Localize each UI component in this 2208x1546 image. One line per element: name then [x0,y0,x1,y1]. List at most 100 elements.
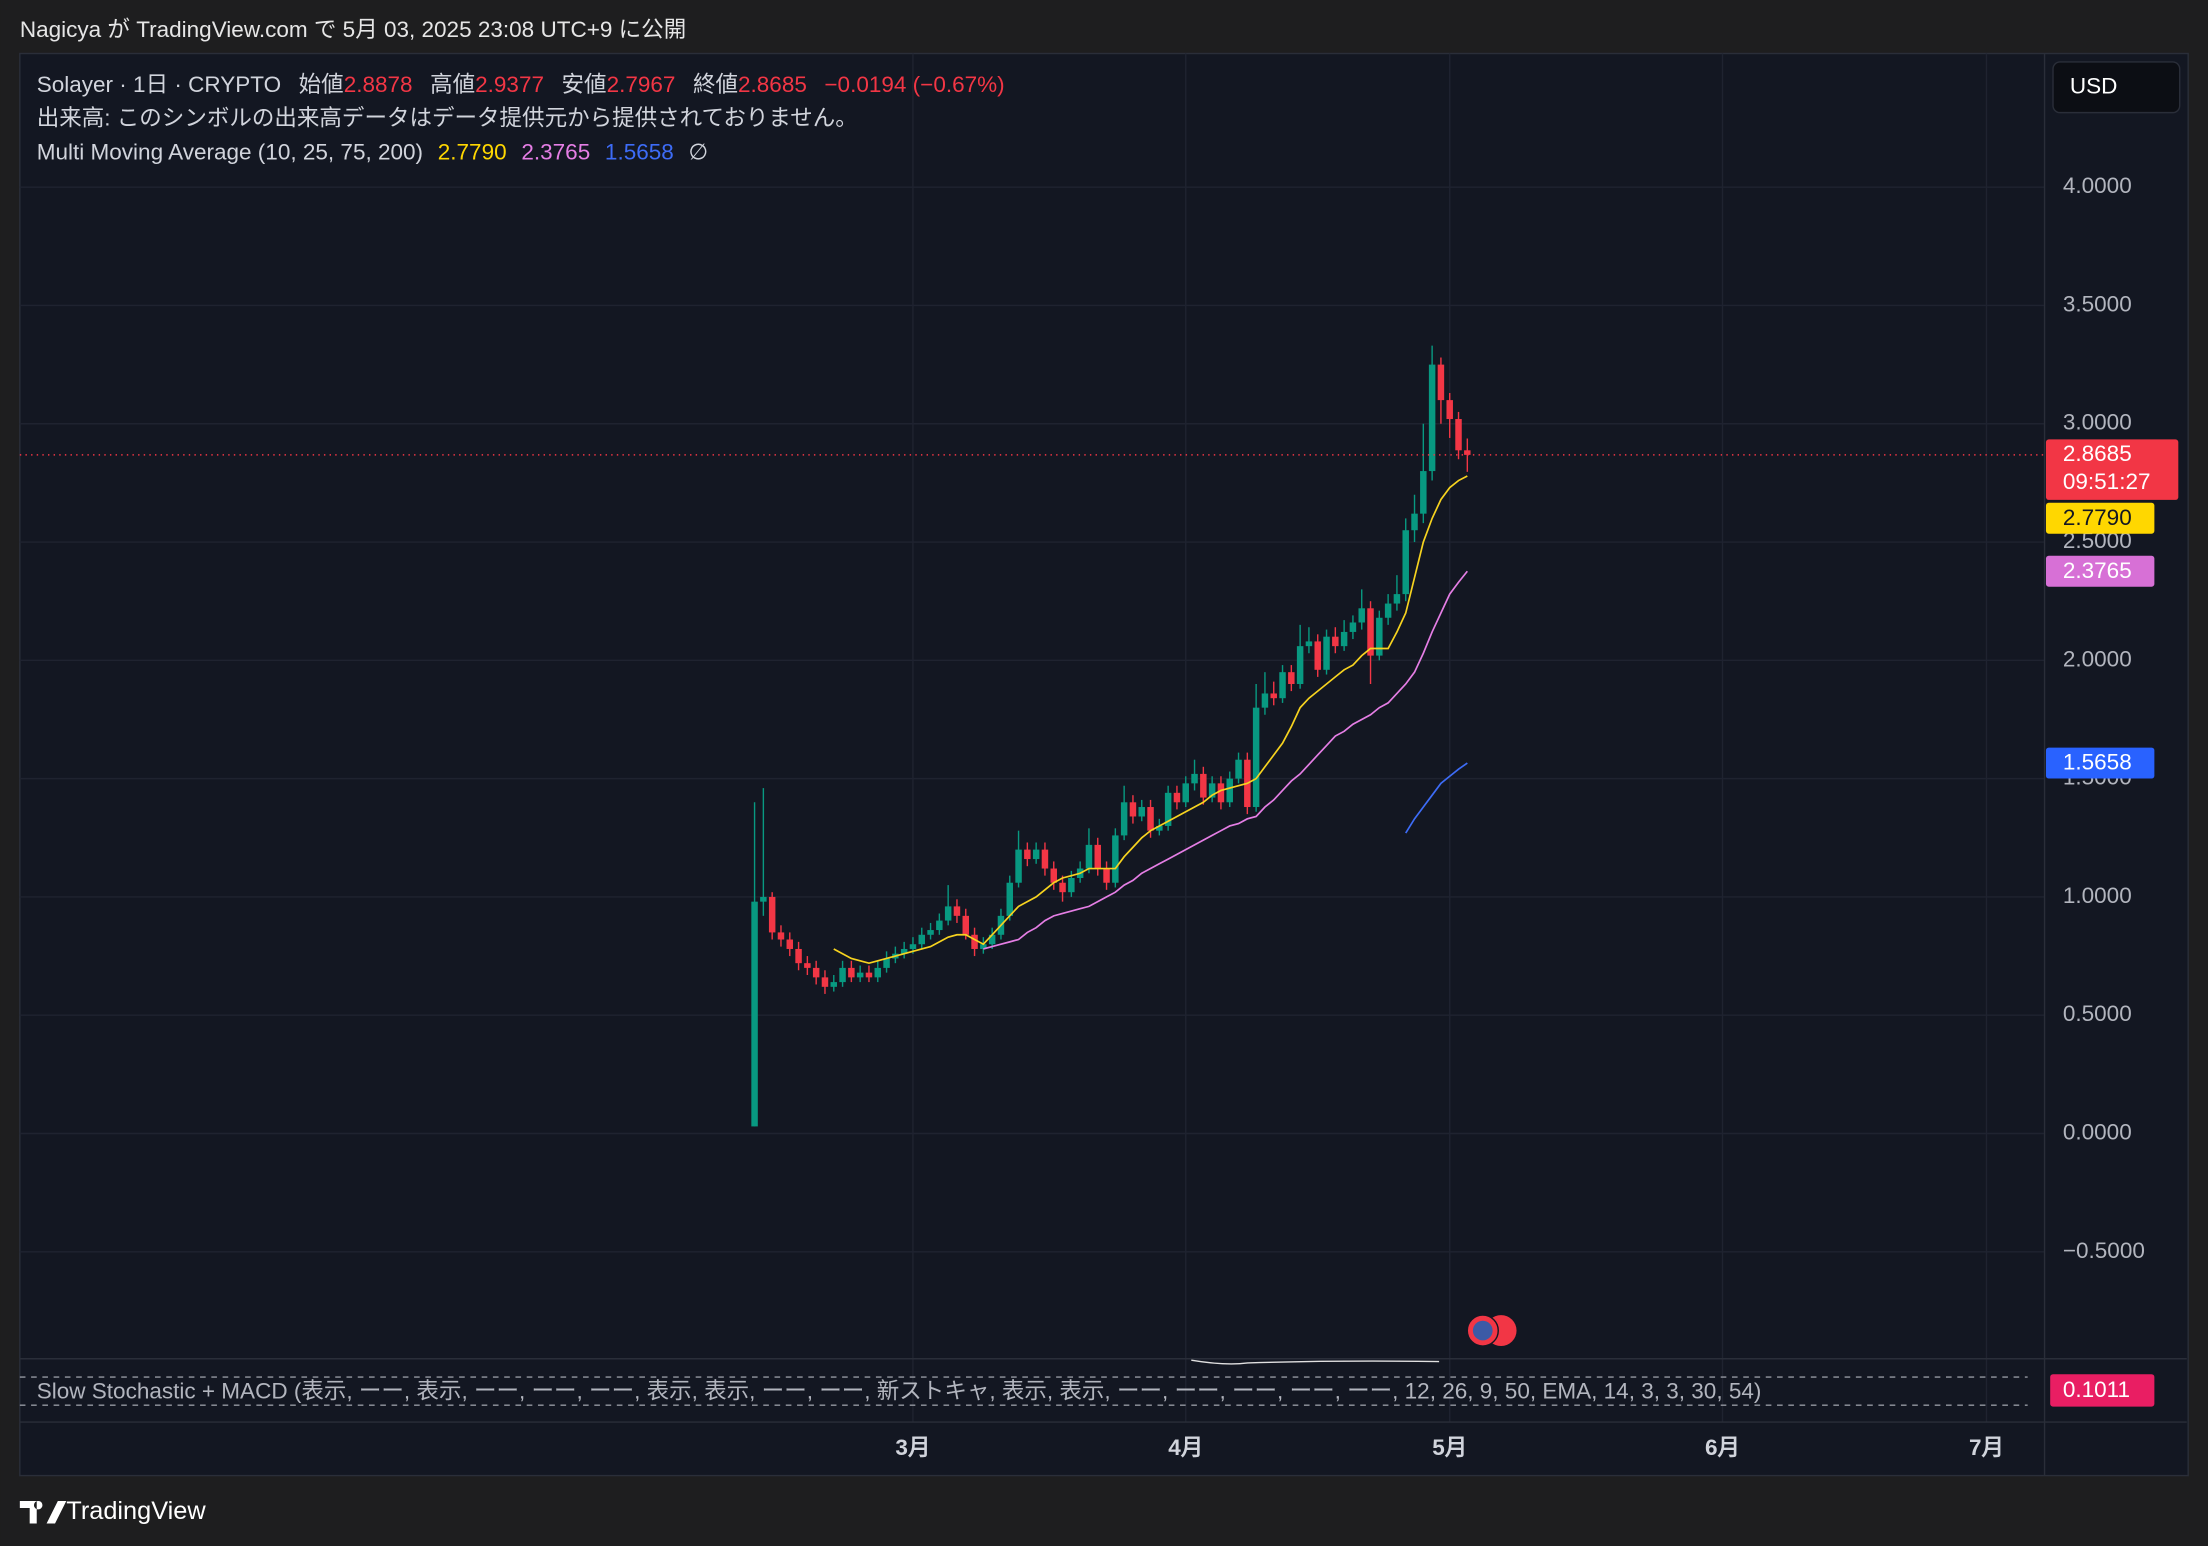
candle-body [1288,672,1295,684]
candle-body [1270,693,1277,699]
y-tick-label: 0.5000 [2063,1001,2132,1026]
candle-body [1226,778,1233,803]
candle-body [1112,835,1119,883]
candle-body [1437,364,1445,401]
candle-body [1129,802,1137,817]
candle-body [1340,631,1348,647]
change-value: −0.0194 (−0.67%) [824,72,1004,97]
footer-brand: TradingView [66,1497,206,1525]
high-label: 高値 [430,72,475,97]
ma-price-tag [2045,502,2155,534]
candle-body [795,948,802,964]
candle-body [821,977,829,987]
candle-body [760,896,767,902]
ma-value: 2.7790 [438,139,507,164]
ma-title: Multi Moving Average (10, 25, 75, 200) [37,139,423,164]
candle-body [1358,608,1365,623]
candle-body [1068,877,1075,893]
candle-body [786,939,794,949]
candle-body [1182,783,1189,803]
candle-body [1006,882,1013,916]
candle-body [1191,773,1198,784]
candle-body [1367,608,1374,656]
close-value: 2.8685 [738,72,807,97]
candle-body [1041,849,1049,869]
low-label: 安値 [562,72,607,97]
candle-body [1200,773,1207,798]
plot [751,345,1471,1127]
ma-price-label: 1.5658 [2063,750,2132,775]
currency-button[interactable] [2052,61,2181,114]
event-flag[interactable] [1466,1314,1517,1347]
grid [19,53,2045,1423]
candle-body [1235,759,1242,779]
y-tick-label: −0.5000 [2063,1238,2145,1263]
countdown: 09:51:27 [2063,469,2151,494]
candle-body [1156,825,1163,831]
moving-average-line [833,475,1468,965]
x-tick-label: 4月 [1168,1435,1203,1460]
y-tick-label: 3.5000 [2063,291,2132,316]
symbol: Solayer · 1日 · CRYPTO [37,72,281,97]
candle-body [1446,400,1453,420]
currency-label: USD [2070,73,2118,98]
candle-body [971,934,978,949]
indicator-value: 0.1011 [2063,1377,2130,1402]
candle-body [1376,617,1383,656]
moving-average-line [983,570,1468,950]
candle-body [812,967,820,978]
y-tick-label: 1.0000 [2063,883,2132,908]
candle-body [1323,636,1330,670]
publish-header: Nagicya が TradingView.com で 5月 03, 2025 … [20,17,686,42]
candle-body [1138,807,1145,817]
candle-body [1208,783,1216,798]
candle-body [883,958,890,968]
close-label: 終値 [693,72,738,97]
candle-body [962,915,969,935]
candle-body [1050,868,1057,883]
candle-body [953,906,961,916]
candle-body [1120,802,1128,836]
symbol-legend: Solayer · 1日 · CRYPTO 始値2.8878 高値2.9377 … [37,72,1005,97]
candle-body [1455,419,1462,451]
candle-body [1094,844,1101,869]
candle-body [777,932,785,940]
indicator-line [1191,1359,1440,1365]
candle-body [988,934,996,945]
volume-note: 出来高: このシンボルの出来高データはデータ提供元から提供されておりません。 [37,106,858,131]
candle-body [1332,636,1339,647]
candle-body [1085,844,1093,869]
candle-body [1279,672,1286,699]
moving-average-line [1405,762,1468,834]
candle-body [1314,641,1321,670]
ma-price-label: 2.3765 [2063,558,2132,583]
candle-body [1402,530,1409,595]
tradingview-logo [19,1500,67,1524]
candle-body [830,982,838,987]
candle-body [1103,868,1110,883]
candle-body [768,896,776,933]
candle-body [1059,882,1066,893]
candle-body [980,944,987,949]
x-tick-label: 3月 [895,1435,930,1460]
low-value: 2.7967 [607,72,676,97]
last-price-label: 2.8685 [2063,441,2132,466]
candle-body [1024,849,1031,860]
candle-body [1464,450,1471,455]
candle-body [1164,792,1172,826]
candle-body [856,972,864,978]
candle-body [804,963,811,968]
candle-body [909,944,917,949]
indicator-title: Slow Stochastic + MACD (表示, ーー, 表示, ーー, … [37,1378,1762,1403]
ma-price-label: 2.7790 [2063,505,2132,530]
candle-body [936,920,943,931]
high-value: 2.9377 [475,72,544,97]
candle-body [1015,849,1022,883]
open-value: 2.8878 [344,72,413,97]
chart-panel [19,52,2189,1477]
candle-body [1032,849,1040,860]
ma-price-tag [2045,747,2155,779]
ma-legend: Multi Moving Average (10, 25, 75, 200) 2… [37,139,708,164]
